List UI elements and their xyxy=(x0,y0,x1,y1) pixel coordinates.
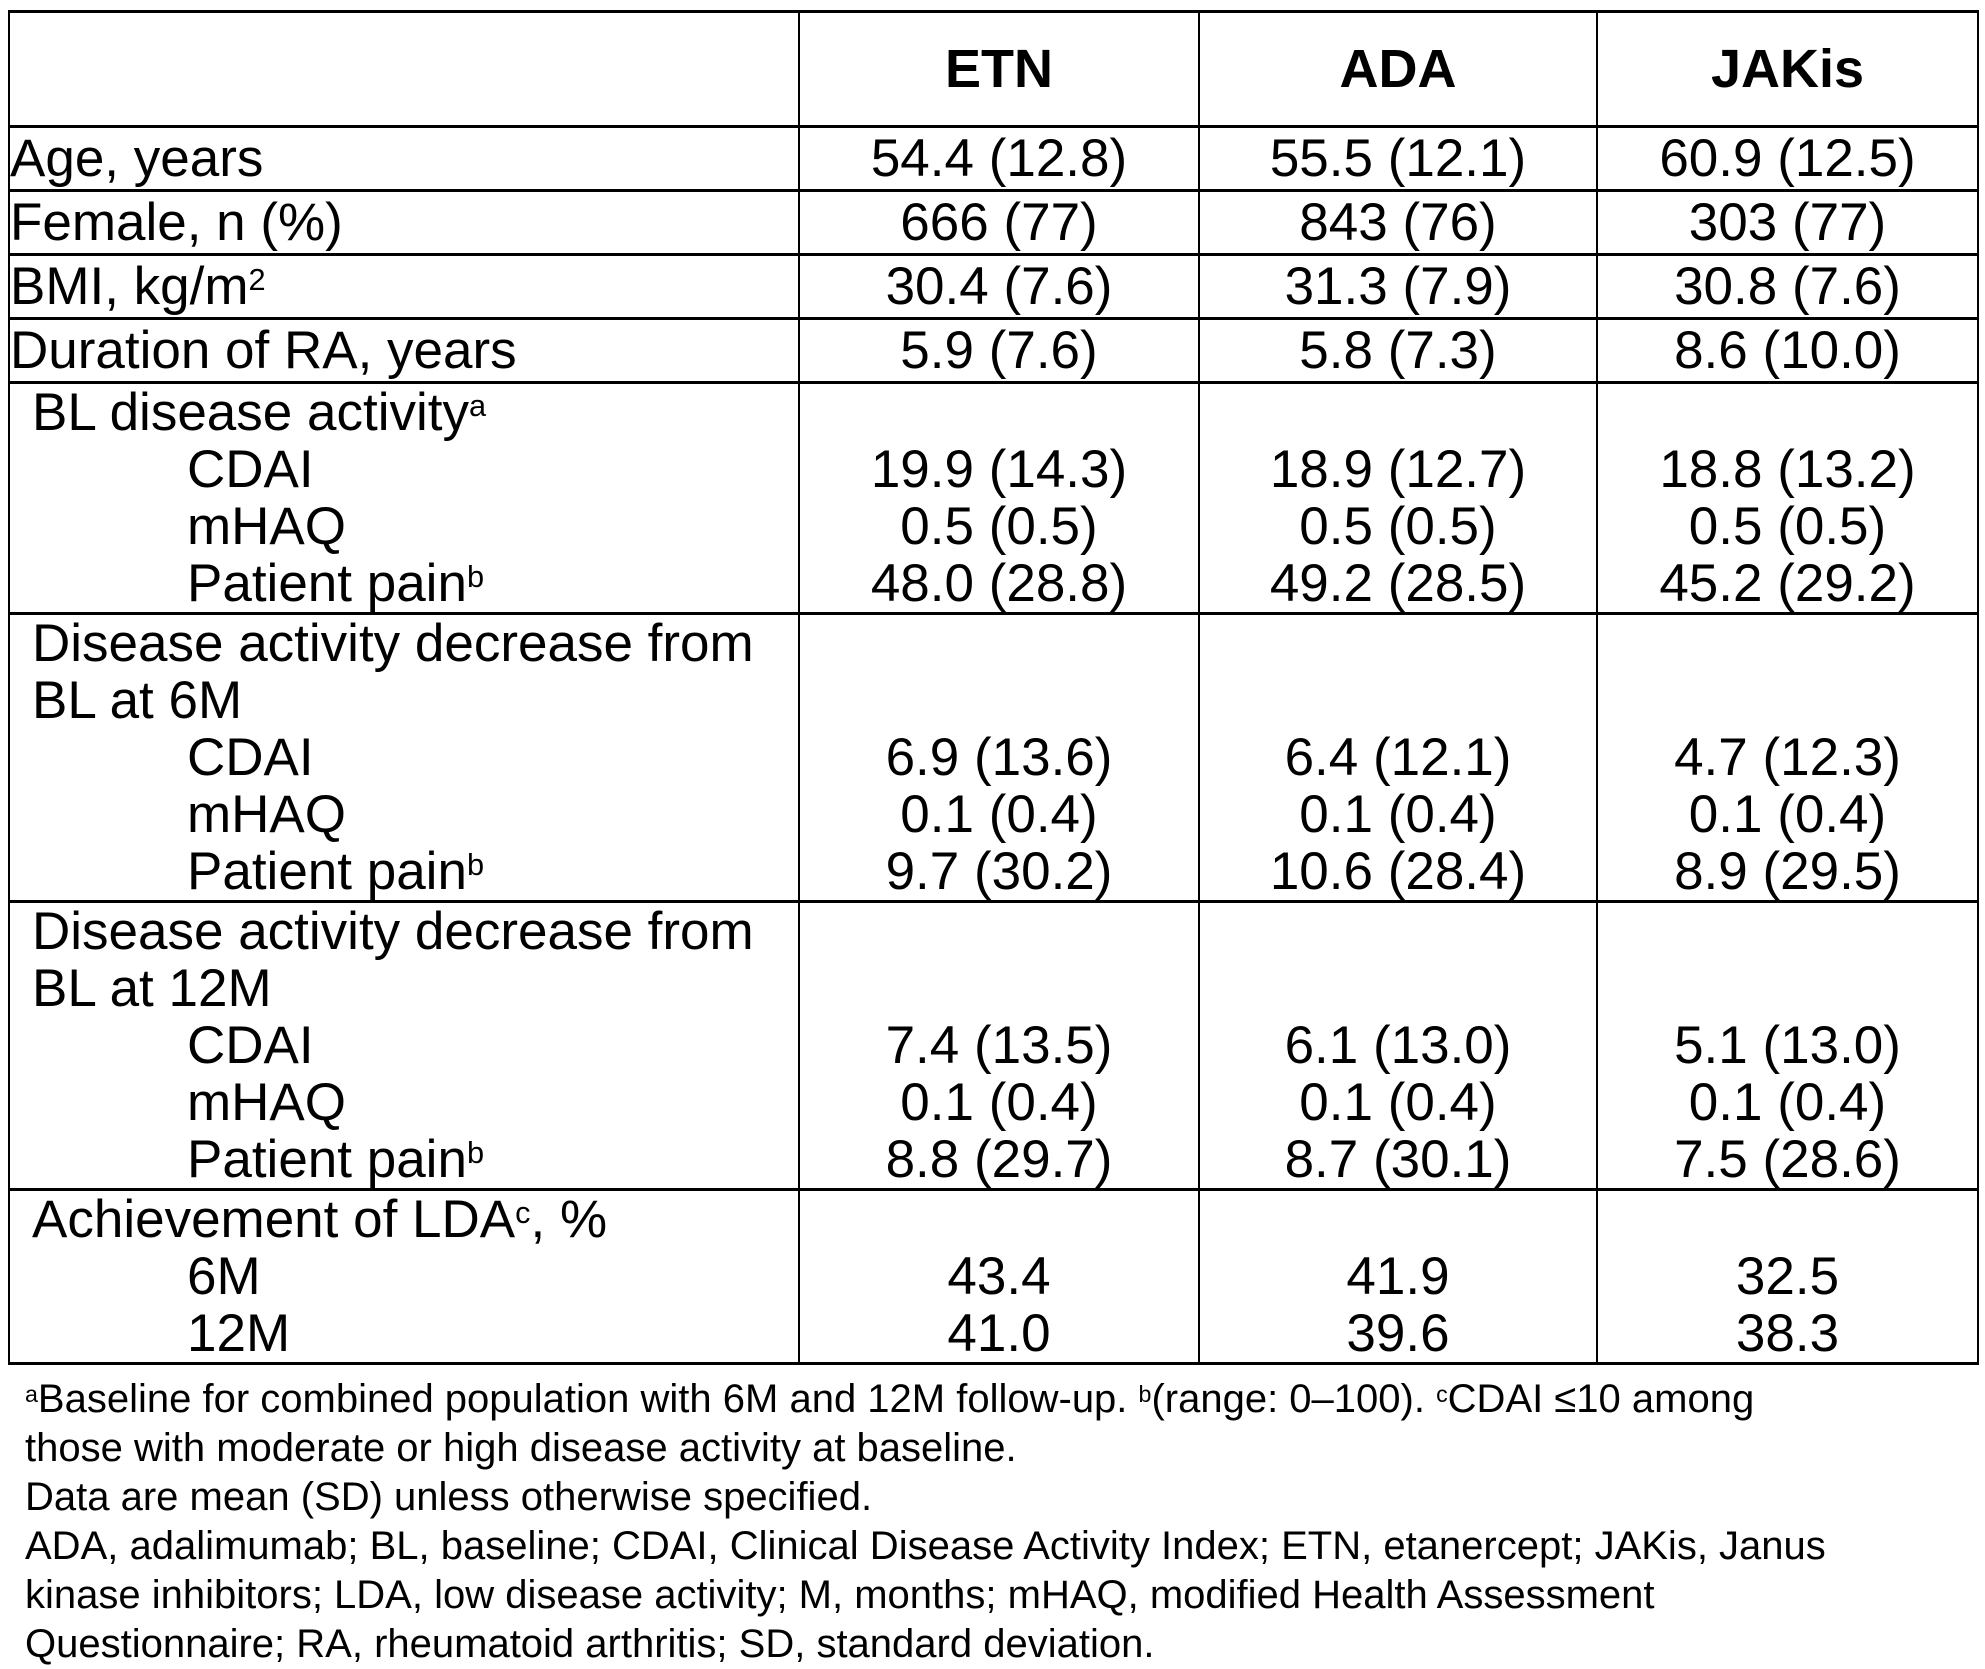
row-age: Age, years 54.4 (12.8) 55.5 (12.1) 60.9 … xyxy=(8,125,1979,192)
cell-duration-jakis: 8.6 (10.0) xyxy=(1596,317,1979,384)
cell-duration-etn: 5.9 (7.6) xyxy=(798,317,1200,384)
section-lda: Achievement of LDAc, % 6M 12M 43.4 41.0 … xyxy=(8,1188,1979,1365)
section-label-lda: Achievement of LDAc, % 6M 12M xyxy=(8,1188,800,1365)
section-values-lda-etn: 43.4 41.0 xyxy=(798,1188,1200,1365)
cell-duration-ada: 5.8 (7.3) xyxy=(1198,317,1598,384)
section-values-bl-ada: 18.9 (12.7) 0.5 (0.5) 49.2 (28.5) xyxy=(1198,381,1598,615)
cell-female-etn: 666 (77) xyxy=(798,189,1200,256)
footnote-line-1: aBaseline for combined population with 6… xyxy=(25,1377,1755,1421)
row-label-age: Age, years xyxy=(8,125,800,192)
footnote-line-3: Data are mean (SD) unless otherwise spec… xyxy=(25,1475,873,1519)
section-label-decrease-6m: Disease activity decrease from BL at 6M … xyxy=(8,612,800,903)
section-label-bl-disease-activity: BL disease activitya CDAI mHAQ Patient p… xyxy=(8,381,800,615)
section-decrease-6m: Disease activity decrease from BL at 6M … xyxy=(8,612,1979,903)
row-label-female: Female, n (%) xyxy=(8,189,800,256)
row-female: Female, n (%) 666 (77) 843 (76) 303 (77) xyxy=(8,189,1979,256)
cell-bmi-etn: 30.4 (7.6) xyxy=(798,253,1200,320)
header-row: ETN ADA JAKis xyxy=(8,10,1979,128)
footnote-line-2: those with moderate or high disease acti… xyxy=(25,1426,1017,1470)
section-values-12m-etn: 7.4 (13.5) 0.1 (0.4) 8.8 (29.7) xyxy=(798,900,1200,1191)
cell-female-jakis: 303 (77) xyxy=(1596,189,1979,256)
col-header-etn: ETN xyxy=(798,10,1200,128)
footnote-line-4: ADA, adalimumab; BL, baseline; CDAI, Cli… xyxy=(25,1524,1826,1568)
cell-bmi-ada: 31.3 (7.9) xyxy=(1198,253,1598,320)
footnote-line-6: Questionnaire; RA, rheumatoid arthritis;… xyxy=(25,1622,1155,1666)
section-values-6m-etn: 6.9 (13.6) 0.1 (0.4) 9.7 (30.2) xyxy=(798,612,1200,903)
footnotes: aBaseline for combined population with 6… xyxy=(25,1375,1985,1669)
section-values-6m-ada: 6.4 (12.1) 0.1 (0.4) 10.6 (28.4) xyxy=(1198,612,1598,903)
baseline-characteristics-table: ETN ADA JAKis Age, years 54.4 (12.8) 55.… xyxy=(8,10,1979,1365)
cell-age-ada: 55.5 (12.1) xyxy=(1198,125,1598,192)
row-duration: Duration of RA, years 5.9 (7.6) 5.8 (7.3… xyxy=(8,317,1979,384)
cell-age-jakis: 60.9 (12.5) xyxy=(1596,125,1979,192)
cell-female-ada: 843 (76) xyxy=(1198,189,1598,256)
cell-bmi-jakis: 30.8 (7.6) xyxy=(1596,253,1979,320)
cell-age-etn: 54.4 (12.8) xyxy=(798,125,1200,192)
row-label-duration: Duration of RA, years xyxy=(8,317,800,384)
footnote-line-5: kinase inhibitors; LDA, low disease acti… xyxy=(25,1573,1655,1617)
section-values-12m-jakis: 5.1 (13.0) 0.1 (0.4) 7.5 (28.6) xyxy=(1596,900,1979,1191)
section-values-bl-etn: 19.9 (14.3) 0.5 (0.5) 48.0 (28.8) xyxy=(798,381,1200,615)
col-header-ada: ADA xyxy=(1198,10,1598,128)
col-header-jakis: JAKis xyxy=(1596,10,1979,128)
section-values-bl-jakis: 18.8 (13.2) 0.5 (0.5) 45.2 (29.2) xyxy=(1596,381,1979,615)
page: { "table": { "columns": ["ETN", "ADA", "… xyxy=(0,10,1985,1666)
section-values-6m-jakis: 4.7 (12.3) 0.1 (0.4) 8.9 (29.5) xyxy=(1596,612,1979,903)
section-bl-disease-activity: BL disease activitya CDAI mHAQ Patient p… xyxy=(8,381,1979,615)
corner-cell xyxy=(8,10,800,128)
section-label-decrease-12m: Disease activity decrease from BL at 12M… xyxy=(8,900,800,1191)
row-bmi: BMI, kg/m2 30.4 (7.6) 31.3 (7.9) 30.8 (7… xyxy=(8,253,1979,320)
section-values-12m-ada: 6.1 (13.0) 0.1 (0.4) 8.7 (30.1) xyxy=(1198,900,1598,1191)
section-values-lda-ada: 41.9 39.6 xyxy=(1198,1188,1598,1365)
row-label-bmi: BMI, kg/m2 xyxy=(8,253,800,320)
section-decrease-12m: Disease activity decrease from BL at 12M… xyxy=(8,900,1979,1191)
section-values-lda-jakis: 32.5 38.3 xyxy=(1596,1188,1979,1365)
